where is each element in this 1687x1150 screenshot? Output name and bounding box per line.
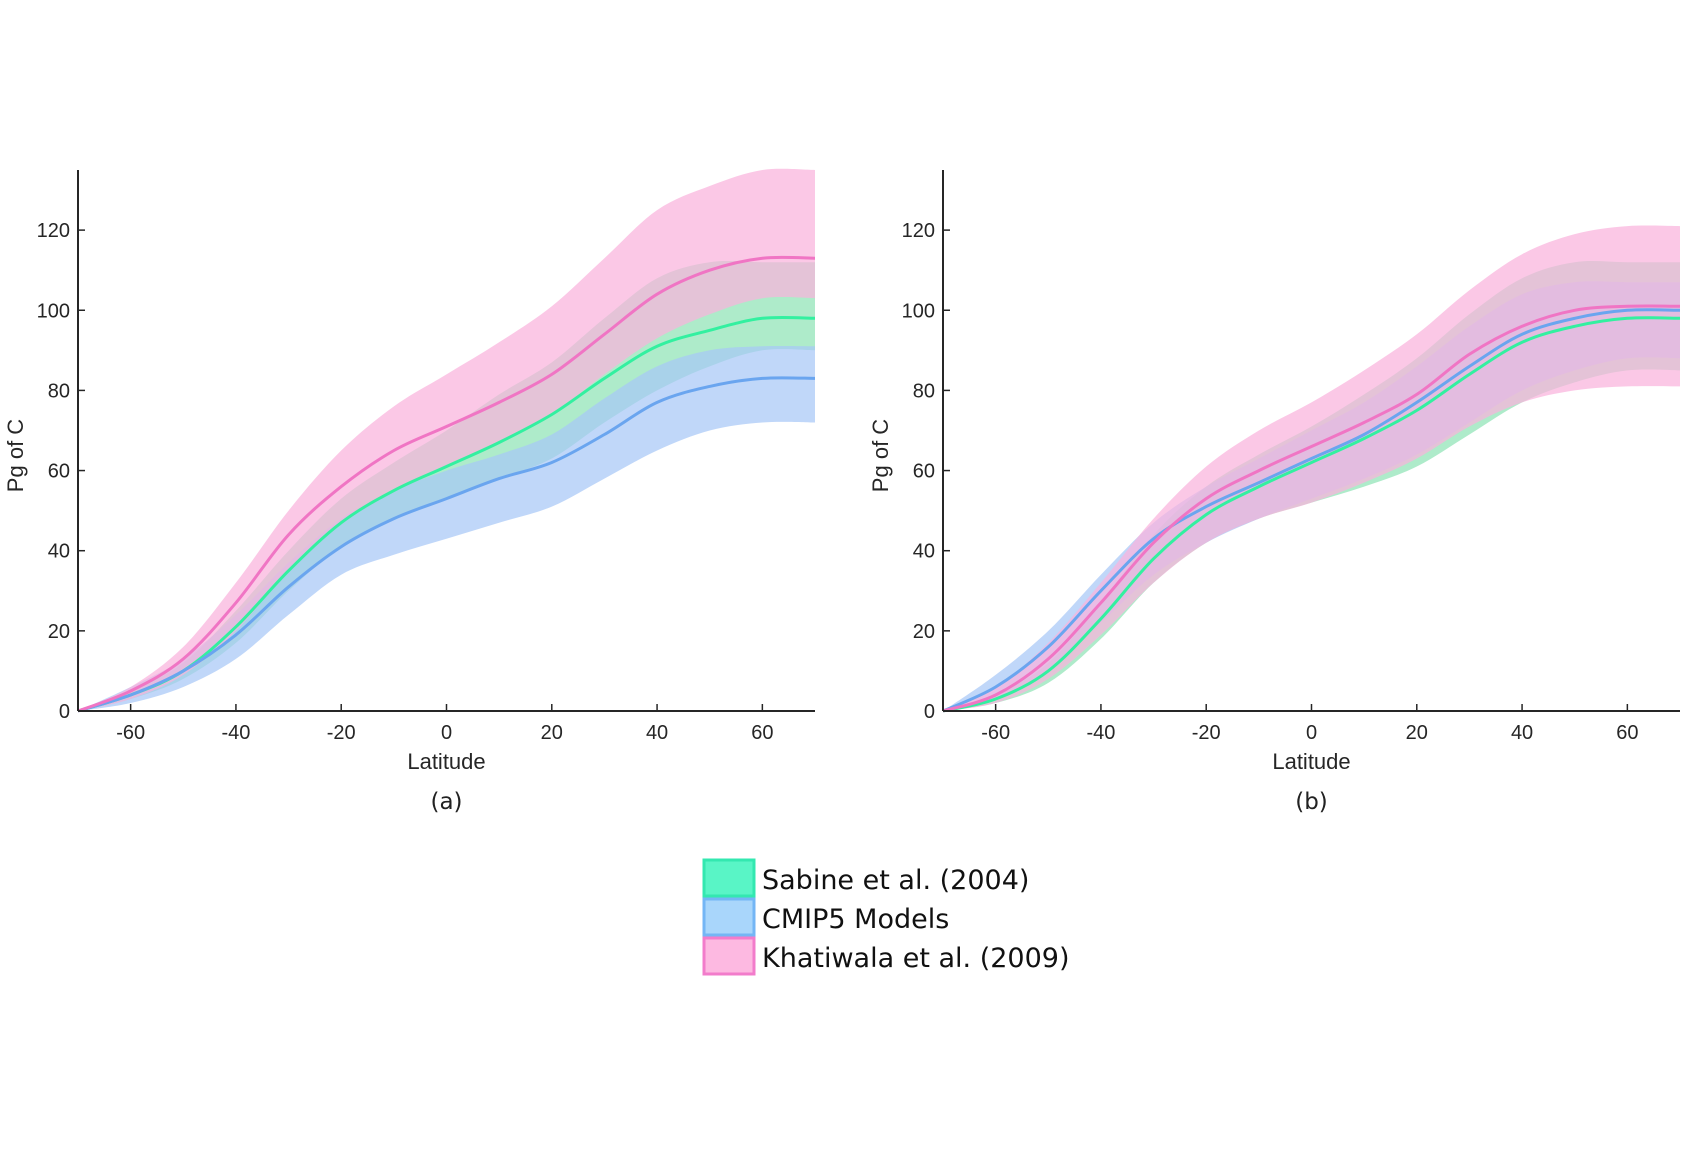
y-tick-label: 60 bbox=[913, 461, 935, 483]
mean-line-sabine-et-al-2004 bbox=[942, 316, 1681, 713]
x-tick-label: 0 bbox=[441, 722, 452, 744]
legend-swatch-sabine-et-al-2004 bbox=[702, 858, 756, 898]
panel-label: (a) bbox=[430, 789, 462, 815]
y-tick-label: 40 bbox=[913, 541, 935, 563]
legend-label-khatiwala-et-al-2009: Khatiwala et al. (2009) bbox=[762, 943, 1069, 974]
panel-label: (b) bbox=[1295, 789, 1328, 815]
x-tick-label: -60 bbox=[116, 722, 145, 744]
legend: Sabine et al. (2004) CMIP5 Models Khatiwal… bbox=[702, 858, 1069, 976]
chart-panel-a: 0 20 40 60 80 100 120 -60 -40 -20 0 20 40 60 Latitude P… bbox=[3, 168, 816, 815]
mean-line-cmip5-models bbox=[942, 308, 1681, 713]
mean-line-khatiwala-et-al-2009 bbox=[77, 255, 816, 713]
band-khatiwala-et-al-2009 bbox=[943, 225, 1680, 712]
x-tick-label: -60 bbox=[981, 722, 1010, 744]
y-tick-label: 120 bbox=[902, 220, 935, 242]
x-tick-label: 20 bbox=[1406, 722, 1428, 744]
mean-line-khatiwala-et-al-2009 bbox=[942, 304, 1681, 713]
x-axis-title: Latitude bbox=[1272, 749, 1350, 774]
mean-line-sabine-et-al-2004 bbox=[77, 315, 816, 713]
band-cmip5-models bbox=[78, 346, 815, 711]
legend-label-cmip5-models: CMIP5 Models bbox=[762, 904, 949, 935]
x-tick-label: 60 bbox=[751, 722, 773, 744]
x-tick-label: 40 bbox=[646, 722, 668, 744]
y-tick-label: 60 bbox=[48, 461, 70, 483]
mean-line-cmip5-models bbox=[77, 376, 816, 713]
x-tick-label: 0 bbox=[1306, 722, 1317, 744]
x-tick-label: 20 bbox=[541, 722, 563, 744]
y-tick-label: 100 bbox=[902, 300, 935, 322]
y-axis-title: Pg of C bbox=[3, 419, 28, 492]
y-tick-label: 0 bbox=[924, 701, 935, 723]
y-tick-label: 100 bbox=[37, 300, 70, 322]
y-tick-label: 40 bbox=[48, 541, 70, 563]
x-tick-label: 60 bbox=[1616, 722, 1638, 744]
x-tick-label: -40 bbox=[221, 722, 250, 744]
band-khatiwala-et-al-2009 bbox=[78, 168, 815, 712]
y-axis-title: Pg of C bbox=[868, 419, 893, 492]
y-tick-label: 0 bbox=[59, 701, 70, 723]
legend-label-sabine-et-al-2004: Sabine et al. (2004) bbox=[762, 865, 1029, 896]
legend-swatch-khatiwala-et-al-2009 bbox=[702, 936, 756, 976]
x-tick-label: -20 bbox=[1192, 722, 1221, 744]
y-tick-label: 80 bbox=[913, 380, 935, 402]
y-tick-label: 80 bbox=[48, 380, 70, 402]
chart-panel-b: 0 20 40 60 80 100 120 -60 -40 -20 0 20 40 60 Latitude P… bbox=[868, 170, 1681, 815]
x-tick-label: -40 bbox=[1086, 722, 1115, 744]
y-tick-label: 20 bbox=[913, 621, 935, 643]
y-tick-label: 120 bbox=[37, 220, 70, 242]
y-tick-label: 20 bbox=[48, 621, 70, 643]
x-axis-title: Latitude bbox=[407, 749, 485, 774]
legend-swatch-cmip5-models bbox=[702, 897, 756, 937]
x-tick-label: 40 bbox=[1511, 722, 1533, 744]
x-tick-label: -20 bbox=[327, 722, 356, 744]
